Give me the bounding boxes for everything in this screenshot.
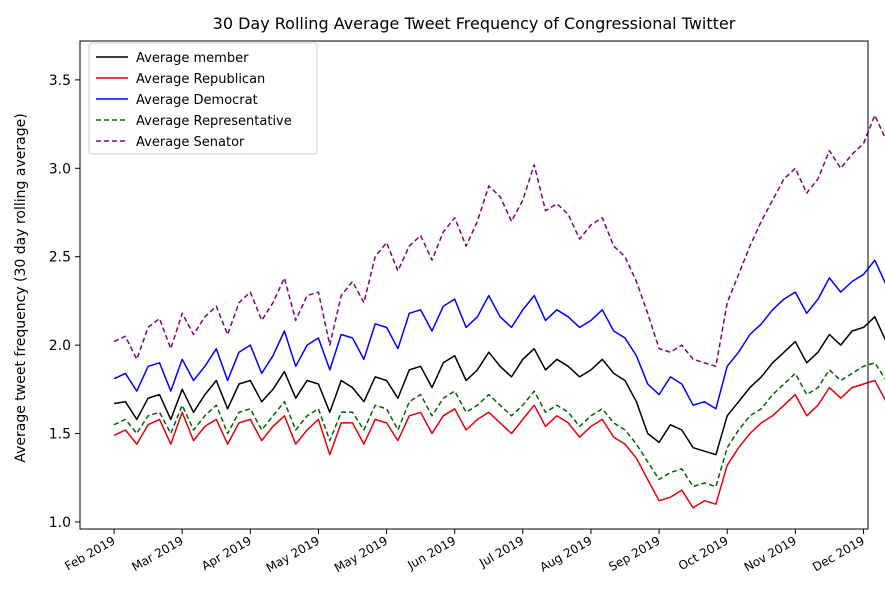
y-tick-label: 2.0	[49, 338, 71, 354]
legend-label: Average Representative	[136, 114, 292, 129]
legend-box	[88, 42, 318, 155]
y-axis: 1.0 1.5 2.0 2.5 3.0 3.5	[49, 73, 80, 531]
series-line-average-representative	[113, 362, 885, 488]
legend-label: Average Senator	[136, 135, 245, 150]
plot-frame	[79, 40, 869, 530]
series-line-average-senator	[113, 114, 885, 368]
series-line-average-member	[113, 316, 885, 456]
series-layer	[113, 114, 885, 509]
axes-layer	[79, 40, 869, 530]
legend-label: Average member	[136, 51, 249, 66]
legend-entries: Average member Average Republican Average …	[96, 51, 292, 150]
y-tick-label: 2.5	[49, 250, 71, 266]
y-tick-label: 1.5	[49, 427, 71, 443]
y-tick-label: 1.0	[49, 515, 71, 531]
legend-label: Average Republican	[136, 72, 265, 87]
legend: Average member Average Republican Average …	[88, 42, 318, 155]
y-tick-label: 3.0	[49, 161, 71, 177]
y-axis-label: Average tweet frequency (30 day rolling …	[13, 113, 29, 462]
y-tick-label: 3.5	[49, 73, 71, 89]
series-line-average-democrat	[113, 259, 885, 410]
chart-title: 30 Day Rolling Average Tweet Frequency o…	[213, 14, 736, 33]
legend-label: Average Democrat	[136, 93, 258, 108]
series-line-average-republican	[113, 379, 885, 509]
